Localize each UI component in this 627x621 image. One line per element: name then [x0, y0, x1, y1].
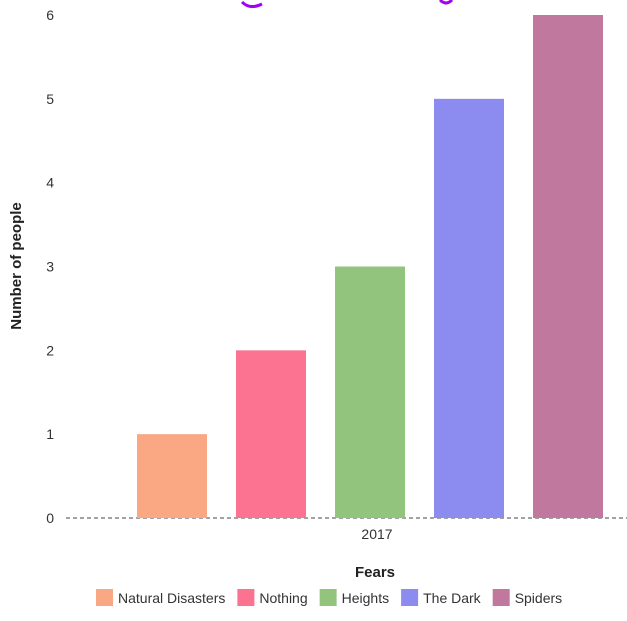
y-tick-label: 4	[46, 175, 54, 191]
legend-label: Spiders	[515, 590, 562, 606]
x-axis-title: Fears	[355, 564, 395, 581]
bar-the-dark	[434, 98, 504, 518]
bar-heights	[335, 266, 405, 518]
legend-item: Nothing	[237, 589, 308, 606]
x-tick-label: 2017	[361, 526, 392, 542]
y-axis: 0 1 2 3 4 5 6	[46, 7, 54, 526]
legend-label: Nothing	[259, 590, 307, 606]
y-axis-title: Number of people	[8, 202, 25, 330]
legend-label: Heights	[342, 590, 389, 606]
legend: Natural Disasters Nothing Heights The Dark S…	[96, 589, 562, 606]
legend-swatch	[401, 589, 419, 606]
bar-natural-disasters	[137, 434, 207, 518]
y-tick-label: 1	[46, 426, 54, 442]
legend-swatch	[96, 589, 113, 606]
y-tick-label: 5	[46, 91, 54, 107]
bar-spiders	[533, 15, 603, 518]
legend-swatch	[492, 589, 510, 606]
y-tick-label: 6	[46, 7, 54, 23]
clipped-title-fragment	[240, 0, 454, 9]
legend-label: Natural Disasters	[118, 590, 225, 606]
legend-item: Heights	[319, 589, 389, 606]
legend-item: Spiders	[492, 589, 562, 606]
bars-group	[137, 15, 603, 518]
legend-swatch	[237, 589, 255, 606]
legend-label: The Dark	[423, 590, 482, 606]
legend-item: The Dark	[401, 589, 482, 606]
bar-nothing	[236, 350, 306, 518]
y-tick-label: 0	[46, 510, 54, 526]
legend-swatch	[319, 589, 337, 606]
y-tick-label: 2	[46, 342, 54, 358]
legend-item: Natural Disasters	[96, 589, 225, 606]
y-tick-label: 3	[46, 259, 54, 275]
